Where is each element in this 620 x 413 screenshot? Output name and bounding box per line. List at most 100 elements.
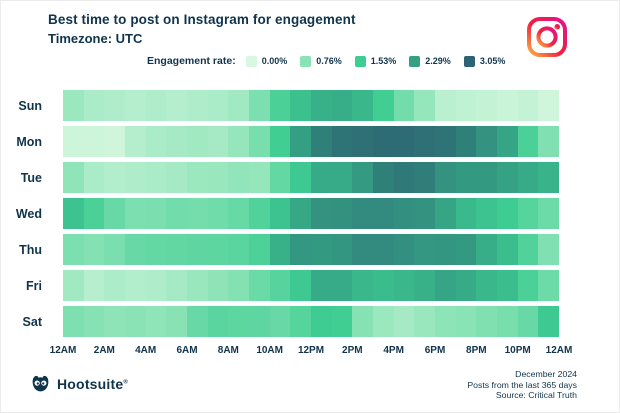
heatmap-cell [331,306,353,337]
heatmap-cell [538,306,559,337]
heatmap-cell [83,90,105,121]
x-axis-label: 8AM [217,345,239,356]
heatmap-cell [476,198,497,229]
heatmap-cell [186,126,208,157]
page-title: Best time to post on Instagram for engag… [48,12,356,27]
heatmap-cell [104,270,125,301]
heatmap-row: Tue [1,162,619,193]
x-axis-label: 12AM [545,345,573,356]
heatmap-cells [63,90,559,121]
heatmap-cell [186,234,208,265]
heatmap-cell [414,270,435,301]
heatmap-cell [517,162,539,193]
heatmap-cell [228,162,249,193]
heatmap-cell [310,306,332,337]
heatmap-cell [310,90,332,121]
heatmap-cell [310,162,332,193]
heatmap-cell [248,162,270,193]
heatmap-cell [517,270,539,301]
heatmap-cell [186,306,208,337]
heatmap-cell [124,234,146,265]
heatmap-cell [63,90,84,121]
heatmap-cell [538,270,559,301]
heatmap-cell [248,270,270,301]
heatmap-cell [331,270,353,301]
heatmap-cell [145,126,167,157]
heatmap: Sun Mon Tue Wed Thu Fri Sat [1,90,619,342]
heatmap-cell [63,234,84,265]
heatmap-cell [476,234,497,265]
heatmap-cell [310,270,332,301]
heatmap-cells [63,162,559,193]
heatmap-cell [352,306,373,337]
heatmap-cell [310,198,332,229]
x-axis-label: 10PM [504,345,531,356]
heatmap-cell [372,126,394,157]
x-axis-label: 2AM [93,345,115,356]
legend-value: 0.76% [316,56,342,66]
heatmap-cell [414,90,435,121]
x-axis-label: 2PM [342,345,363,356]
x-axis-label: 4PM [383,345,404,356]
heatmap-cell [352,126,373,157]
registered-mark: ® [123,378,128,385]
heatmap-cell [352,198,373,229]
day-label: Thu [19,242,42,257]
heatmap-cell [269,234,291,265]
heatmap-cell [414,234,435,265]
heatmap-cell [455,234,477,265]
heatmap-cell [517,198,539,229]
heatmap-cell [331,90,353,121]
heatmap-cell [310,234,332,265]
heatmap-cell [331,162,353,193]
heatmap-cell [455,306,477,337]
heatmap-cell [166,126,187,157]
heatmap-cell [166,162,187,193]
heatmap-cells [63,270,559,301]
heatmap-cell [372,162,394,193]
heatmap-cell [455,126,477,157]
heatmap-cell [104,306,125,337]
legend-value: 1.53% [370,56,397,66]
heatmap-cell [207,90,229,121]
heatmap-cell [331,234,353,265]
heatmap-cell [414,306,435,337]
heatmap-cell [517,90,539,121]
heatmap-cell [269,90,291,121]
heatmap-cell [166,306,187,337]
heatmap-cell [228,126,249,157]
x-axis-label: 12PM [297,345,325,356]
heatmap-cell [186,90,208,121]
heatmap-cell [145,234,167,265]
heatmap-cell [145,306,167,337]
heatmap-cell [331,198,353,229]
heatmap-cell [352,234,373,265]
heatmap-cell [83,270,105,301]
heatmap-cell [228,90,249,121]
day-label: Wed [15,206,42,221]
heatmap-cell [393,234,415,265]
heatmap-cell [269,126,291,157]
heatmap-cell [496,126,518,157]
hootsuite-logo: Hootsuite® [30,373,128,394]
heatmap-cell [455,198,477,229]
x-axis-label: 6PM [424,345,446,356]
heatmap-row: Thu [1,234,619,265]
heatmap-cell [372,198,394,229]
heatmap-cell [538,234,559,265]
heatmap-cell [124,90,146,121]
heatmap-cell [124,270,146,301]
heatmap-cell [538,126,559,157]
heatmap-cell [372,90,394,121]
heatmap-cell [63,306,84,337]
instagram-icon [527,17,567,57]
heatmap-cell [63,162,84,193]
heatmap-cell [517,306,539,337]
attribution: December 2024 Posts from the last 365 day… [467,369,577,401]
heatmap-cell [393,90,415,121]
heatmap-cell [476,270,497,301]
attribution-line: Posts from the last 365 days [467,379,577,390]
heatmap-cell [145,90,167,121]
heatmap-cell [104,162,125,193]
